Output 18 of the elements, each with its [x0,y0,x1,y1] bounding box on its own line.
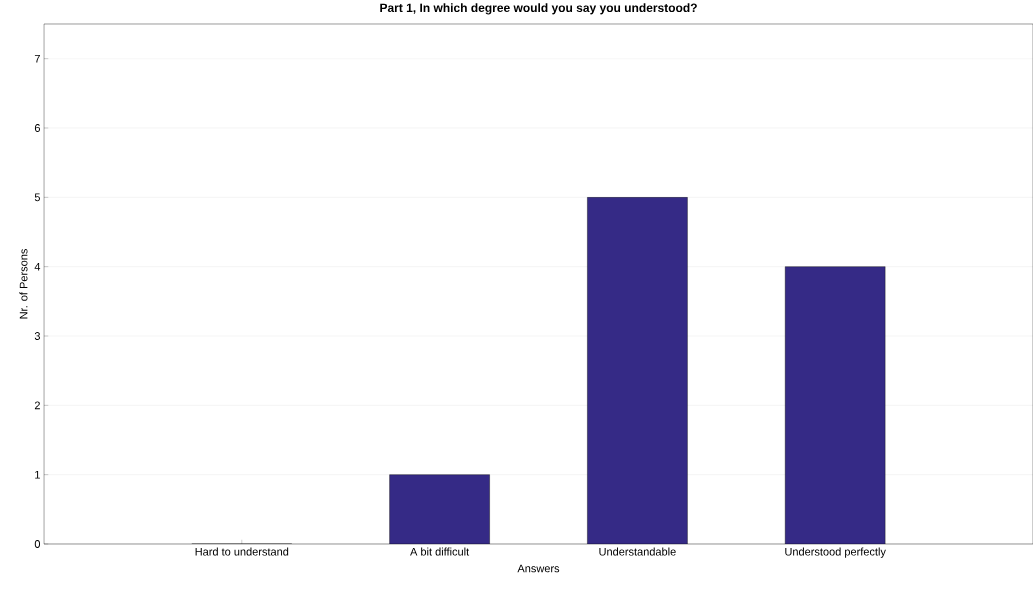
y-axis-title: Nr. of Persons [19,249,28,319]
x-axis-title: Answers [517,564,560,573]
y-tick-label: 6 [34,124,40,132]
x-tick-label: Understood perfectly [785,547,886,558]
y-tick-label: 4 [34,262,41,271]
bar [389,474,490,544]
x-tick-label: Hard to understand [195,547,289,556]
x-tick-label: A bit difficult [410,547,470,556]
y-tick-label: 7 [34,54,40,63]
x-tick-label: Understandable [599,547,676,556]
y-tick-label: 0 [34,540,41,548]
chart-title: Part 1, In which degree would you say you understood? [380,3,697,15]
y-tick-label: 5 [34,193,40,202]
y-tick-label: 1 [35,470,40,479]
y-tick-label: 3 [34,332,40,340]
bar [587,197,688,544]
y-tick-label: 2 [34,401,40,410]
bar [785,266,886,544]
